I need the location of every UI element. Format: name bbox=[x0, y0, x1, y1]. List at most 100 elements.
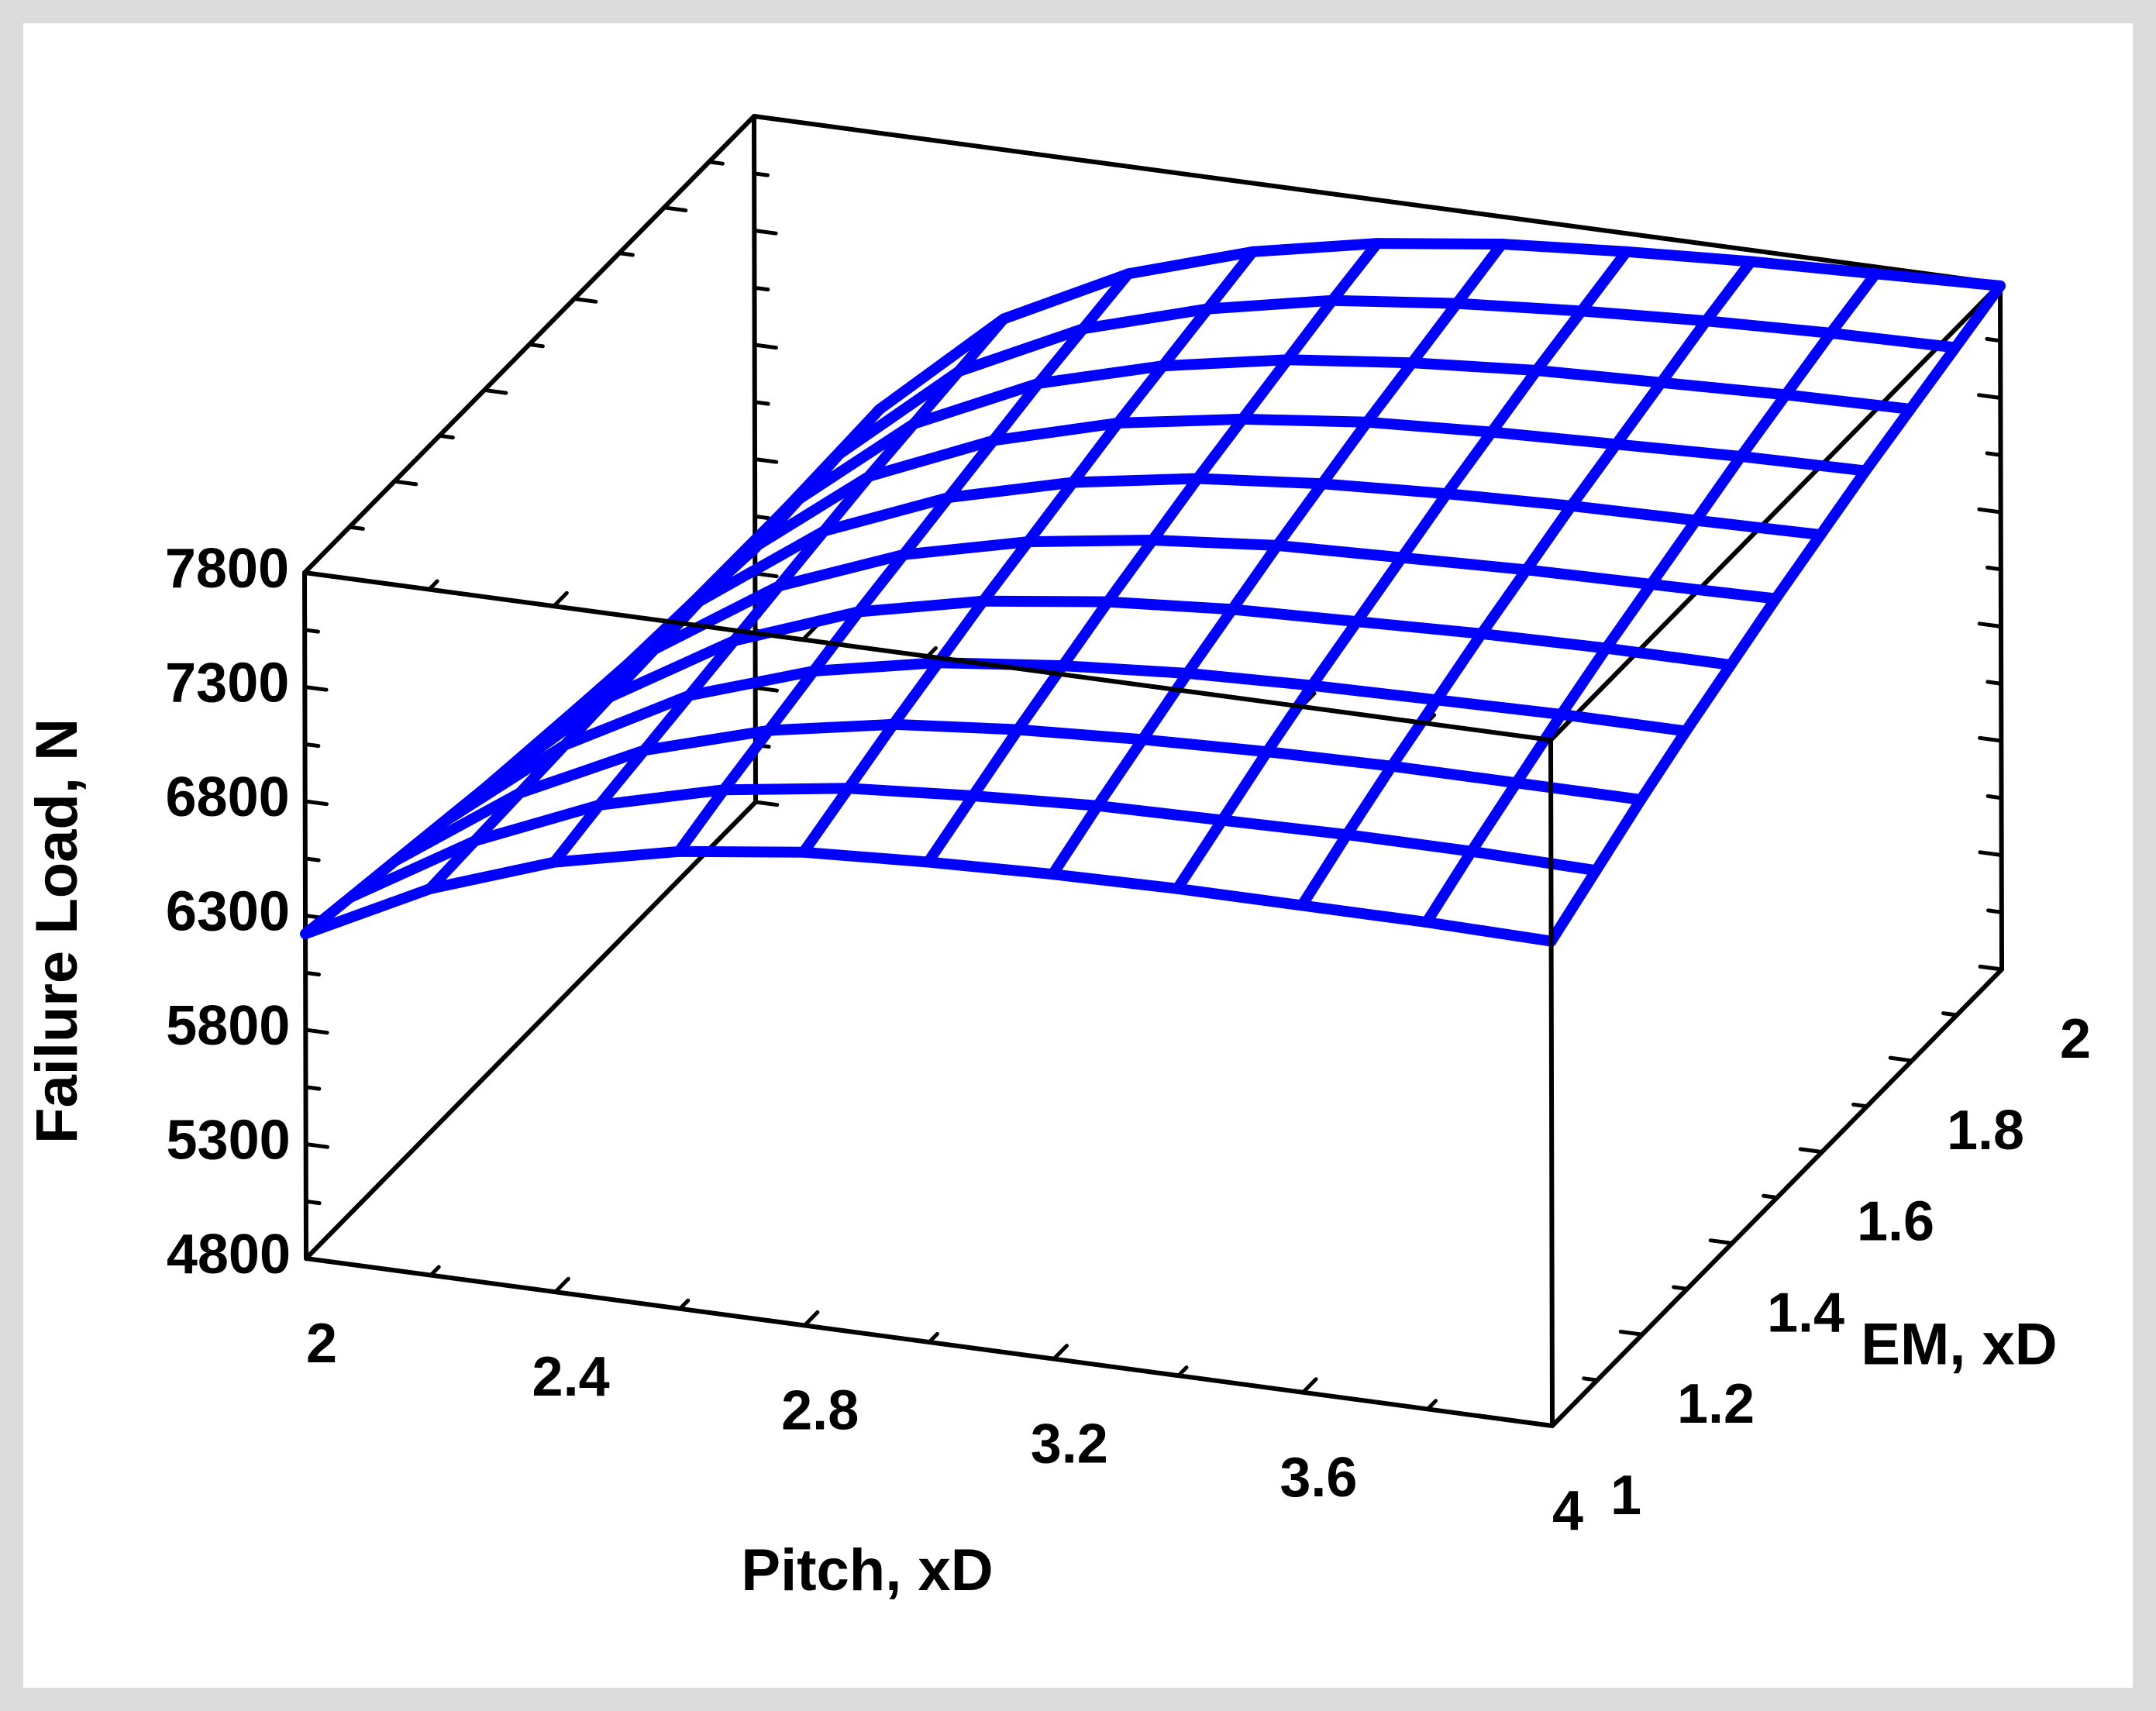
y-axis-tick-top bbox=[527, 343, 545, 349]
z-axis-tick-right bbox=[1977, 393, 2003, 400]
y-tick-label: 1.4 bbox=[1767, 1282, 1844, 1344]
z-axis-tick-right bbox=[1985, 336, 2003, 343]
z-axis-tick bbox=[304, 1199, 322, 1206]
x-axis-tick-top bbox=[801, 624, 818, 642]
surface-chart: 22.42.83.23.64 11.21.41.61.82480053005800… bbox=[24, 114, 2091, 1603]
z-tick-label: 5300 bbox=[167, 1110, 291, 1172]
z-axis-tick bbox=[304, 1256, 330, 1264]
z-axis-tick-back bbox=[753, 686, 779, 693]
z-axis-tick-right bbox=[1986, 908, 2004, 914]
mesh-line-pitch-3 bbox=[922, 238, 1383, 868]
z-axis-tick-right bbox=[1977, 507, 2003, 515]
z-axis-title: Failure Load, N bbox=[24, 718, 90, 1144]
z-axis-tick bbox=[303, 742, 321, 749]
x-axis-tick-top bbox=[1548, 725, 1566, 742]
z-axis-tick-right bbox=[1977, 621, 2003, 628]
x-tick-label: 2.4 bbox=[532, 1346, 610, 1408]
box-edge-front-top bbox=[302, 570, 1553, 742]
x-axis-tick bbox=[927, 1331, 939, 1344]
z-axis-tick-back bbox=[753, 285, 770, 292]
z-tick-label: 5800 bbox=[166, 995, 290, 1057]
x-axis-tick bbox=[1176, 1365, 1189, 1378]
x-axis-tick bbox=[1300, 1377, 1318, 1395]
x-tick-label: 4 bbox=[1552, 1480, 1583, 1542]
y-axis-tick-top bbox=[662, 205, 688, 212]
x-axis-tick bbox=[677, 1298, 691, 1311]
z-axis-tick-back bbox=[753, 343, 778, 350]
z-axis-tick bbox=[303, 799, 329, 807]
z-axis-tick-back bbox=[753, 457, 779, 464]
mesh-line-pitch-2.8 bbox=[797, 246, 1259, 858]
y-tick-label: 2 bbox=[2060, 1008, 2091, 1070]
x-axis-tick-top bbox=[552, 590, 569, 608]
z-axis-tick-right bbox=[1978, 964, 2004, 972]
box-edge-front-right-vertical bbox=[1548, 738, 1555, 1428]
x-axis-tick bbox=[553, 1276, 570, 1294]
z-axis-tick-right bbox=[1986, 794, 2003, 800]
z-axis-tick-back bbox=[752, 229, 778, 236]
x-axis-tick bbox=[1052, 1344, 1069, 1362]
y-tick-label: 1.2 bbox=[1677, 1373, 1755, 1435]
y-tick-label: 1.6 bbox=[1857, 1191, 1934, 1253]
z-axis-tick-back bbox=[752, 114, 778, 122]
z-tick-label: 7800 bbox=[165, 538, 289, 600]
mesh-line-pitch-2.4 bbox=[549, 313, 1010, 868]
z-axis-tick-right bbox=[1986, 565, 2003, 572]
y-axis-tick bbox=[1798, 1147, 1824, 1155]
z-axis-tick bbox=[304, 1142, 329, 1149]
y-axis-tick bbox=[1672, 1285, 1689, 1291]
z-axis-tick bbox=[302, 628, 320, 634]
x-axis-tick-top bbox=[302, 557, 320, 575]
y-axis-tick bbox=[1941, 1011, 1959, 1017]
y-tick-label: 1 bbox=[1610, 1465, 1641, 1527]
mesh-line-pitch-3.6 bbox=[1297, 256, 1757, 911]
z-tick-label: 4800 bbox=[167, 1224, 291, 1286]
y-axis-title: EM, xD bbox=[1861, 1312, 2057, 1378]
mesh-line-pitch-2.2 bbox=[424, 404, 885, 894]
x-axis-tick bbox=[802, 1310, 820, 1327]
y-axis-tick-top bbox=[347, 525, 365, 531]
y-axis-tick-top bbox=[617, 251, 635, 257]
y-axis-tick bbox=[1618, 1330, 1645, 1337]
box-edge-right-top bbox=[1548, 281, 2003, 742]
z-axis-tick-back bbox=[753, 800, 780, 807]
y-axis-tick bbox=[1762, 1193, 1779, 1200]
z-axis-tick-right bbox=[1986, 680, 2003, 686]
chart-plot-area: 2 2.4 2.8 3.2 3.6 4 1 1.2 1.4 1.6 1.8 2 4800 5300 5800… bbox=[23, 23, 2133, 1688]
z-tick-label: 6300 bbox=[166, 881, 290, 943]
y-tick-label: 1.8 bbox=[1947, 1100, 2024, 1162]
y-axis-tick bbox=[1708, 1238, 1734, 1245]
z-axis-tick-right bbox=[1978, 850, 2004, 857]
z-axis-tick-back bbox=[753, 514, 770, 521]
y-axis-tick-top bbox=[437, 433, 455, 440]
x-axis-tick bbox=[304, 1243, 322, 1261]
z-axis-tick bbox=[303, 970, 321, 977]
z-axis-tick bbox=[304, 1085, 322, 1091]
x-axis-tick bbox=[1425, 1399, 1438, 1411]
box-edge-left-bottom bbox=[304, 800, 758, 1261]
z-axis-tick bbox=[303, 1028, 329, 1035]
y-axis-tick-top bbox=[707, 160, 725, 166]
z-axis-tick-back bbox=[752, 171, 770, 177]
mesh-line-em-1.2 bbox=[390, 718, 1647, 866]
y-axis-tick-top bbox=[392, 479, 418, 487]
y-axis-tick bbox=[1528, 1420, 1555, 1428]
y-axis-tick-top bbox=[482, 387, 508, 395]
y-axis-tick bbox=[1851, 1102, 1869, 1109]
z-axis-tick-back bbox=[753, 400, 770, 406]
mesh-line-pitch-3.2 bbox=[1047, 239, 1507, 880]
x-tick-label: 3.6 bbox=[1279, 1447, 1357, 1509]
y-axis-tick bbox=[1888, 1055, 1914, 1063]
z-tick-label: 6800 bbox=[166, 766, 290, 828]
x-axis-tick bbox=[429, 1265, 441, 1278]
mesh-line-pitch-3.4 bbox=[1172, 246, 1632, 894]
z-axis-tick-right bbox=[1985, 451, 2003, 457]
mesh-line-pitch-4 bbox=[1545, 280, 2006, 947]
mesh-line-pitch-3.8 bbox=[1421, 268, 1882, 928]
box-front-edges bbox=[302, 570, 1555, 1428]
mesh-line-pitch-2.6 bbox=[673, 268, 1134, 857]
box-edge-back-top bbox=[752, 114, 2003, 286]
z-axis-tick bbox=[303, 856, 321, 862]
x-tick-label: 2.8 bbox=[781, 1379, 859, 1441]
x-tick-label: 3.2 bbox=[1031, 1413, 1108, 1475]
